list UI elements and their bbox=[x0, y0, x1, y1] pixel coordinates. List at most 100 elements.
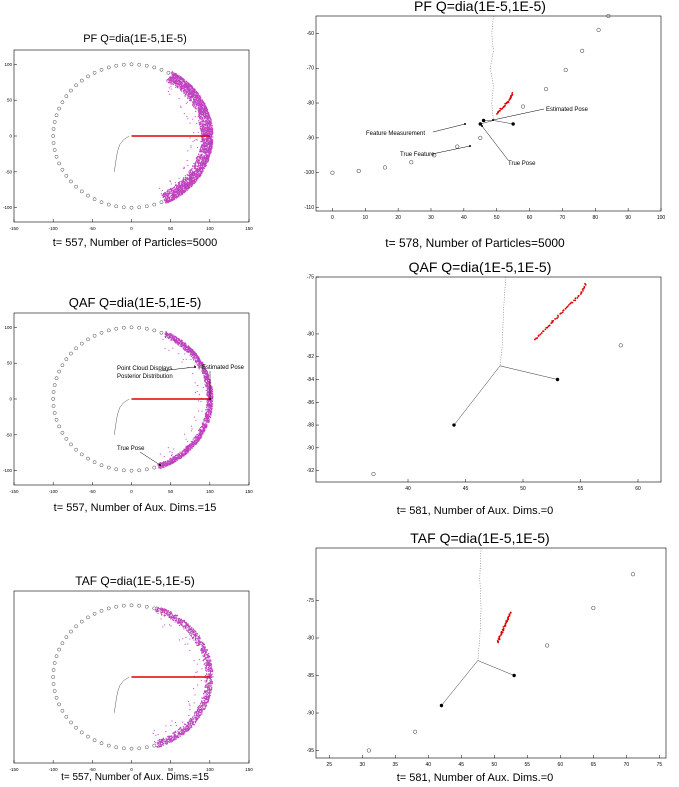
particle bbox=[202, 107, 204, 109]
particle bbox=[207, 156, 209, 158]
particle bbox=[188, 97, 191, 99]
particle bbox=[180, 191, 182, 193]
measurement-line bbox=[493, 120, 514, 125]
particle bbox=[212, 136, 214, 138]
particle bbox=[192, 354, 194, 356]
particle bbox=[179, 85, 182, 88]
particle bbox=[171, 337, 173, 339]
particle bbox=[180, 453, 182, 455]
particle bbox=[206, 372, 208, 374]
particle bbox=[208, 406, 210, 408]
particle bbox=[200, 164, 202, 167]
particle bbox=[189, 179, 191, 181]
particle bbox=[209, 141, 211, 143]
particle bbox=[172, 339, 174, 342]
particle bbox=[192, 165, 194, 168]
particle bbox=[209, 405, 211, 407]
particle bbox=[180, 76, 182, 78]
particle bbox=[190, 184, 193, 186]
particle bbox=[196, 100, 198, 102]
chart-caption: t= 578, Number of Particles=5000 bbox=[385, 236, 565, 250]
particle bbox=[209, 117, 211, 119]
particle bbox=[174, 75, 177, 77]
particle bbox=[187, 347, 189, 349]
particle bbox=[167, 461, 169, 463]
particle bbox=[198, 108, 200, 110]
particle bbox=[175, 457, 177, 459]
particle bbox=[168, 463, 170, 465]
particle bbox=[206, 387, 208, 389]
x-tick-label: -100 bbox=[49, 489, 59, 494]
particle bbox=[188, 180, 191, 182]
particle bbox=[193, 176, 195, 178]
particle bbox=[169, 463, 171, 465]
particle bbox=[207, 147, 209, 149]
landmark-marker bbox=[106, 202, 111, 207]
particle bbox=[198, 368, 200, 370]
particle bbox=[182, 344, 185, 346]
particle bbox=[190, 445, 192, 447]
particle bbox=[206, 133, 208, 136]
particle bbox=[167, 200, 169, 202]
particle bbox=[168, 82, 170, 84]
particle bbox=[194, 440, 197, 442]
particle bbox=[187, 94, 189, 96]
particle bbox=[201, 431, 203, 433]
particle bbox=[193, 89, 196, 91]
particle bbox=[180, 184, 182, 186]
trajectory-line bbox=[114, 135, 130, 172]
landmark-marker bbox=[79, 78, 84, 83]
particle bbox=[186, 445, 188, 447]
particle bbox=[190, 351, 192, 353]
particle bbox=[196, 171, 198, 173]
particle bbox=[208, 420, 210, 423]
particle bbox=[208, 132, 210, 134]
particle bbox=[192, 98, 194, 101]
particle bbox=[205, 658, 207, 660]
particle bbox=[186, 724, 188, 726]
particle bbox=[189, 169, 191, 171]
particle bbox=[187, 90, 189, 92]
particle bbox=[183, 448, 185, 450]
particle bbox=[561, 311, 564, 314]
particle bbox=[169, 180, 171, 182]
particle bbox=[170, 337, 172, 339]
particle bbox=[205, 413, 207, 416]
particle bbox=[192, 94, 194, 96]
y-tick-label: -110 bbox=[304, 205, 314, 211]
particle bbox=[180, 78, 182, 80]
particle bbox=[212, 399, 214, 401]
particle bbox=[196, 176, 198, 178]
particle bbox=[192, 87, 194, 89]
particle bbox=[185, 189, 187, 191]
particle bbox=[207, 413, 210, 415]
particle bbox=[186, 178, 188, 180]
particle bbox=[206, 149, 209, 152]
particle bbox=[499, 109, 501, 112]
particle bbox=[200, 110, 202, 112]
chart-title: PF Q=dia(1E-5,1E-5) bbox=[414, 0, 546, 14]
particle bbox=[562, 309, 565, 311]
particle bbox=[201, 101, 203, 103]
particle bbox=[212, 132, 214, 134]
particle bbox=[204, 145, 206, 147]
particle bbox=[198, 109, 200, 111]
x-tick-label: 150 bbox=[245, 767, 253, 772]
particle bbox=[194, 94, 196, 96]
particle bbox=[189, 174, 191, 176]
particle bbox=[199, 111, 201, 113]
particle bbox=[194, 104, 196, 106]
particle bbox=[582, 289, 584, 292]
particle bbox=[184, 452, 187, 454]
particle bbox=[201, 422, 203, 424]
particle bbox=[206, 393, 208, 395]
particle bbox=[161, 462, 163, 464]
particle bbox=[199, 171, 201, 174]
particle bbox=[185, 82, 187, 84]
particle bbox=[191, 91, 193, 93]
particle bbox=[202, 126, 204, 128]
particle bbox=[168, 87, 170, 89]
particle bbox=[183, 187, 185, 189]
particle bbox=[195, 392, 197, 394]
landmark-marker bbox=[64, 635, 69, 640]
